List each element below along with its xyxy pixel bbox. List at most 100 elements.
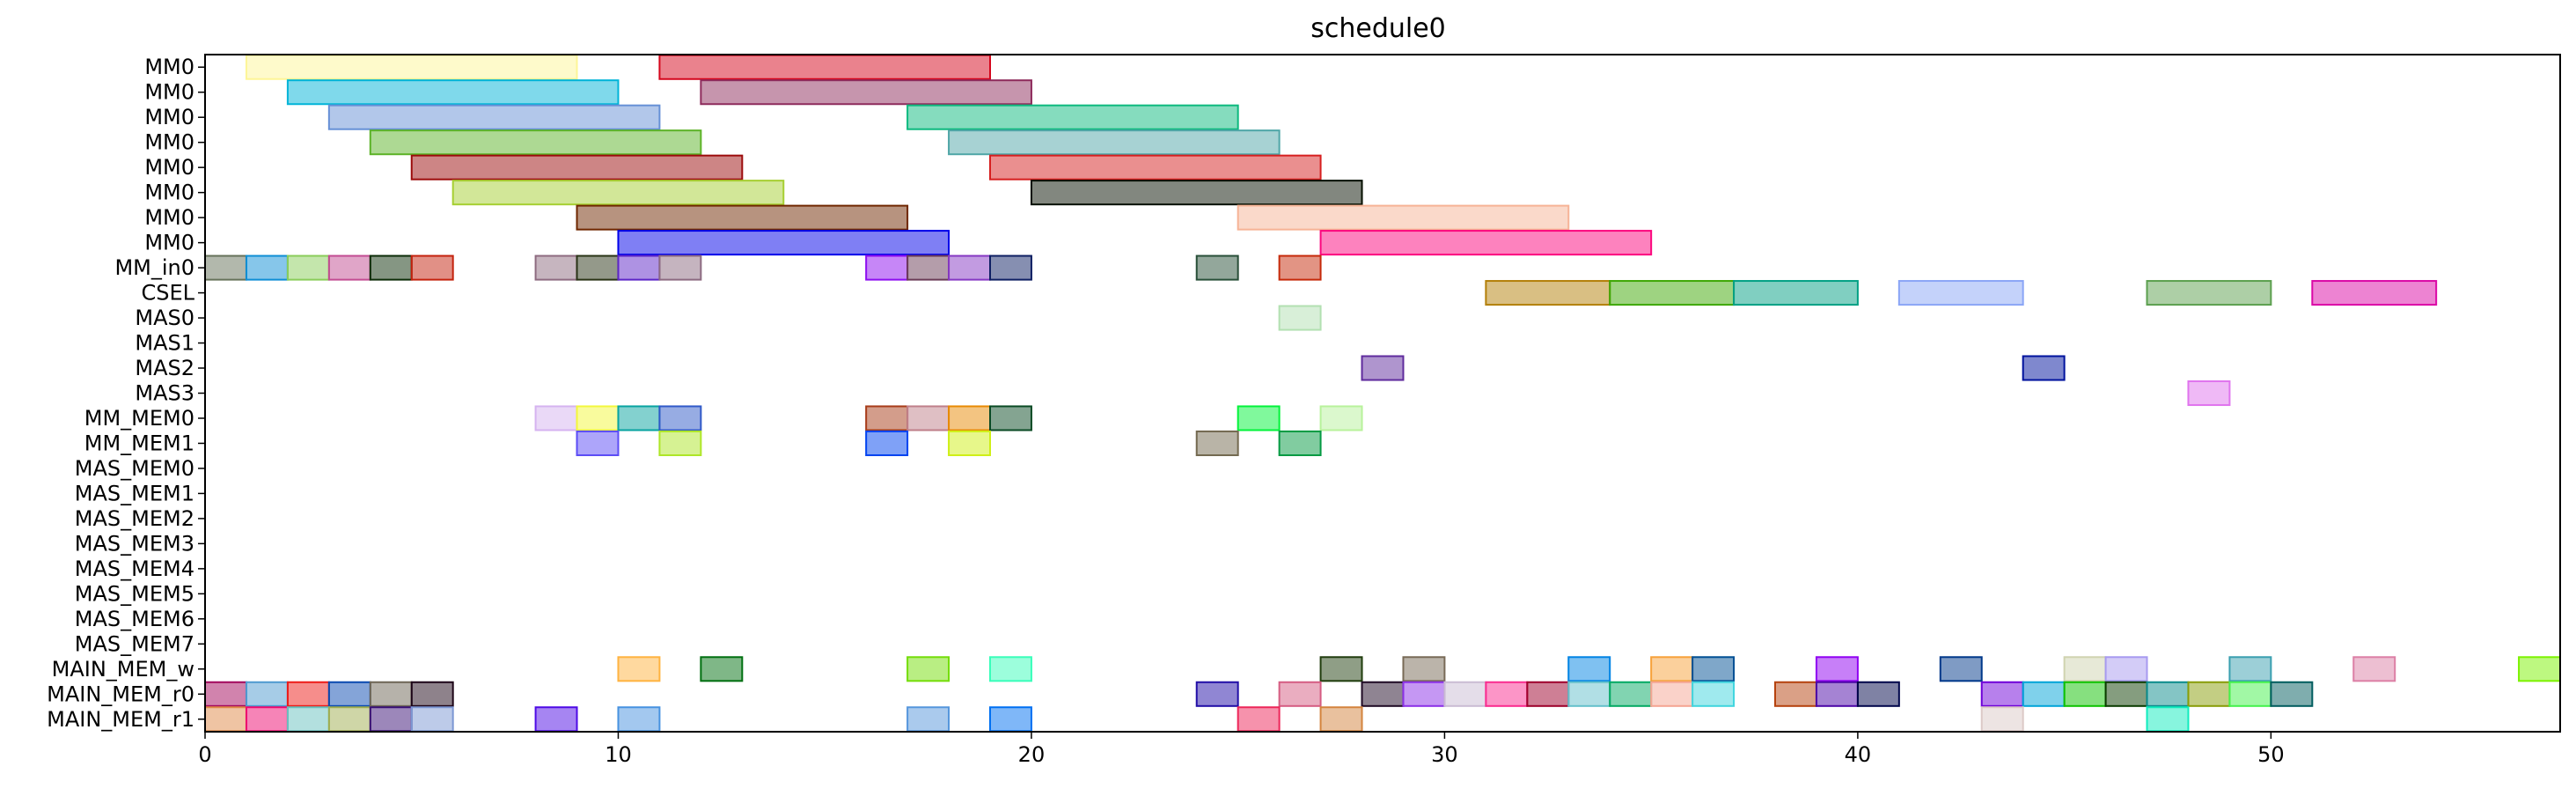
task-bar — [865, 430, 909, 456]
task-bar — [534, 706, 578, 733]
task-bar — [1195, 254, 1239, 281]
task-bar — [948, 405, 991, 431]
task-bar — [245, 681, 289, 707]
task-bar — [1939, 656, 1983, 682]
task-bar — [369, 706, 413, 733]
task-bar — [989, 656, 1032, 682]
task-bar — [989, 154, 1322, 181]
task-bar — [204, 681, 247, 707]
task-bar — [1195, 681, 1239, 707]
task-bar — [1319, 656, 1363, 682]
task-bar — [410, 681, 454, 707]
y-tick-label: MAS_MEM6 — [75, 607, 194, 631]
task-bar — [245, 706, 289, 733]
task-bar — [327, 681, 371, 707]
task-bar — [369, 129, 702, 156]
task-bar — [1980, 681, 2024, 707]
task-bar — [1485, 681, 1529, 707]
chart-title: schedule0 — [1310, 13, 1446, 44]
task-bar — [1237, 204, 1570, 231]
task-bar — [534, 254, 578, 281]
y-tick-label: MM0 — [144, 130, 194, 155]
task-bar — [906, 254, 950, 281]
task-bar — [2022, 681, 2066, 707]
x-tick-label: 20 — [1018, 742, 1046, 767]
task-bar — [1278, 254, 1322, 281]
y-tick-label: MM0 — [144, 55, 194, 79]
y-tick-label: MM_in0 — [114, 255, 194, 280]
task-bar — [245, 54, 578, 80]
y-tick-label: MM0 — [144, 231, 194, 255]
task-bar — [204, 254, 247, 281]
task-bar — [1692, 656, 1736, 682]
task-bar — [2146, 280, 2272, 306]
task-bar — [576, 254, 620, 281]
task-bar — [1319, 405, 1363, 431]
task-bar — [658, 405, 702, 431]
task-bar — [1733, 280, 1859, 306]
task-bar — [369, 254, 413, 281]
task-bar — [1692, 681, 1736, 707]
task-bar — [1485, 280, 1611, 306]
task-bar — [286, 79, 620, 106]
task-bar — [948, 430, 991, 456]
task-bar — [948, 254, 991, 281]
y-tick-label: MAS_MEM4 — [75, 556, 194, 581]
task-bar — [2518, 656, 2562, 682]
x-axis: 0 10 20 30 40 50 — [198, 732, 2285, 767]
y-tick-label: MAS0 — [135, 306, 194, 330]
task-bar — [1402, 681, 1446, 707]
task-bar — [1278, 430, 1322, 456]
task-bar — [865, 405, 909, 431]
task-bar — [2187, 681, 2231, 707]
task-bar — [658, 430, 702, 456]
task-bar — [658, 254, 702, 281]
task-bar — [410, 154, 744, 181]
task-bar — [989, 405, 1032, 431]
task-bar — [327, 254, 371, 281]
task-bar — [1567, 656, 1611, 682]
task-bar — [1897, 280, 2024, 306]
task-bar — [576, 430, 620, 456]
task-bar — [948, 129, 1281, 156]
x-tick-label: 50 — [2257, 742, 2285, 767]
task-bar — [865, 254, 909, 281]
task-bar — [2228, 656, 2272, 682]
task-bar — [1815, 656, 1859, 682]
task-bar — [1650, 656, 1694, 682]
task-bar — [1856, 681, 1900, 707]
task-bar — [1278, 305, 1322, 331]
task-bar — [204, 706, 247, 733]
task-bar — [576, 405, 620, 431]
task-bar — [1815, 681, 1859, 707]
task-bar — [1361, 681, 1405, 707]
task-bar — [1361, 355, 1405, 381]
task-bar — [576, 204, 909, 231]
task-bar — [1650, 681, 1694, 707]
task-bar — [1195, 430, 1239, 456]
task-bar — [700, 656, 744, 682]
y-tick-label: MAS_MEM7 — [75, 631, 194, 656]
task-bar — [1980, 706, 2024, 733]
task-bar — [658, 54, 992, 80]
task-bar — [906, 656, 950, 682]
task-bar — [906, 104, 1239, 130]
y-tick-label: MAIN_MEM_w — [52, 657, 194, 682]
task-bar — [2104, 656, 2148, 682]
task-bar — [410, 706, 454, 733]
y-tick-label: MAS_MEM5 — [75, 581, 194, 606]
y-tick-label: CSEL — [141, 281, 194, 306]
task-bar — [1402, 656, 1446, 682]
task-bar — [327, 706, 371, 733]
task-bar — [989, 254, 1032, 281]
task-bar — [1774, 681, 1817, 707]
task-bar — [1237, 405, 1281, 431]
task-bar — [2270, 681, 2314, 707]
task-bar — [1278, 681, 1322, 707]
task-bar — [906, 405, 950, 431]
y-tick-label: MAIN_MEM_r0 — [47, 682, 194, 706]
task-bar — [2022, 355, 2066, 381]
task-bar — [1319, 230, 1653, 256]
